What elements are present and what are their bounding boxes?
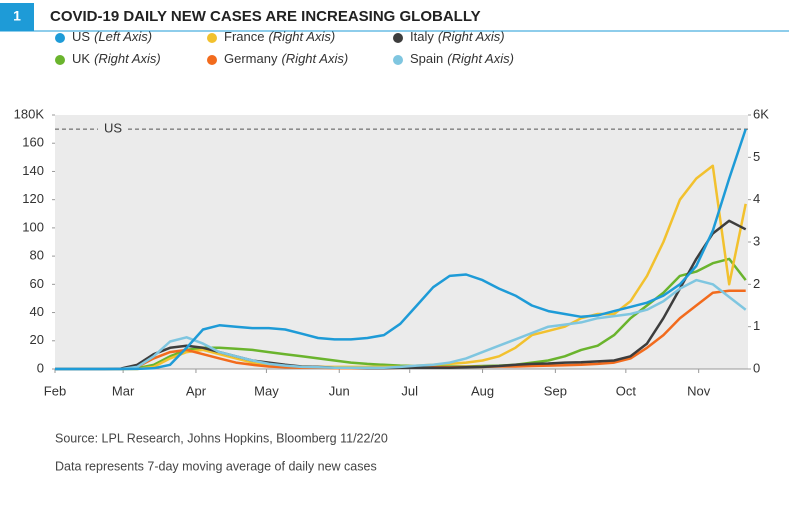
legend-marker	[55, 33, 65, 43]
x-tick-label: Nov	[687, 383, 711, 398]
legend-name: Italy	[410, 29, 434, 44]
x-tick-label: Sep	[544, 383, 567, 398]
y-tick-label: 0	[37, 360, 44, 375]
source: Source: LPL Research, Johns Hopkins, Blo…	[55, 431, 388, 445]
y-tick-label: 140	[22, 163, 44, 178]
legend-note: (Right Axis)	[447, 51, 514, 66]
series-line	[55, 278, 747, 371]
legend-note: (Right Axis)	[94, 51, 161, 66]
x-tick-label: Feb	[44, 383, 66, 398]
x-tick-label: Oct	[616, 383, 637, 398]
legend-name: UK	[72, 51, 90, 66]
legend-note: (Right Axis)	[438, 29, 505, 44]
y-tick-label: 40	[30, 304, 44, 319]
legend-marker	[207, 33, 217, 43]
reference-label: US	[104, 121, 122, 136]
y2-tick-label: 3	[753, 233, 760, 248]
legend-marker	[55, 55, 65, 65]
y2-tick-label: 6K	[753, 106, 769, 121]
y2-tick-label: 2	[753, 276, 760, 291]
note: Data represents 7-day moving average of …	[55, 459, 377, 473]
legend-name: Germany	[224, 51, 278, 66]
legend-label: Spain (Right Axis)	[410, 51, 514, 66]
x-tick-label: Apr	[186, 383, 207, 398]
x-tick-label: Mar	[112, 383, 135, 398]
chart-number: 1	[13, 8, 21, 24]
plot-background	[55, 115, 748, 369]
legend-marker	[207, 55, 217, 65]
x-tick-label: May	[254, 383, 279, 398]
y-tick-label: 160	[22, 135, 44, 150]
legend-name: US	[72, 29, 90, 44]
series-line	[55, 257, 747, 371]
x-tick-label: Aug	[471, 383, 494, 398]
legend-label: Germany (Right Axis)	[224, 51, 348, 66]
legend-note: (Right Axis)	[281, 51, 348, 66]
y2-tick-label: 1	[753, 318, 760, 333]
number-badge	[0, 3, 34, 31]
legend-marker	[393, 33, 403, 43]
y-tick-label: 180K	[14, 106, 45, 121]
x-tick-label: Jul	[401, 383, 418, 398]
x-tick-label: Jun	[329, 383, 350, 398]
legend-marker	[393, 55, 403, 65]
y-tick-label: 20	[30, 332, 44, 347]
legend-note: (Right Axis)	[268, 29, 335, 44]
legend-name: France	[224, 29, 264, 44]
chart-title: COVID-19 DAILY NEW CASES ARE INCREASING …	[50, 8, 481, 25]
y2-tick-label: 4	[753, 191, 760, 206]
y2-tick-label: 0	[753, 360, 760, 375]
y-tick-label: 60	[30, 276, 44, 291]
legend-label: France (Right Axis)	[224, 29, 335, 44]
y-tick-label: 100	[22, 219, 44, 234]
legend-label: UK (Right Axis)	[72, 51, 161, 66]
y2-tick-label: 5	[753, 149, 760, 164]
series-line	[55, 128, 747, 371]
legend-label: Italy (Right Axis)	[410, 29, 505, 44]
legend-name: Spain	[410, 51, 443, 66]
legend-label: US (Left Axis)	[72, 29, 152, 44]
legend-note: (Left Axis)	[94, 29, 152, 44]
y-tick-label: 80	[30, 248, 44, 263]
y-tick-label: 120	[22, 191, 44, 206]
